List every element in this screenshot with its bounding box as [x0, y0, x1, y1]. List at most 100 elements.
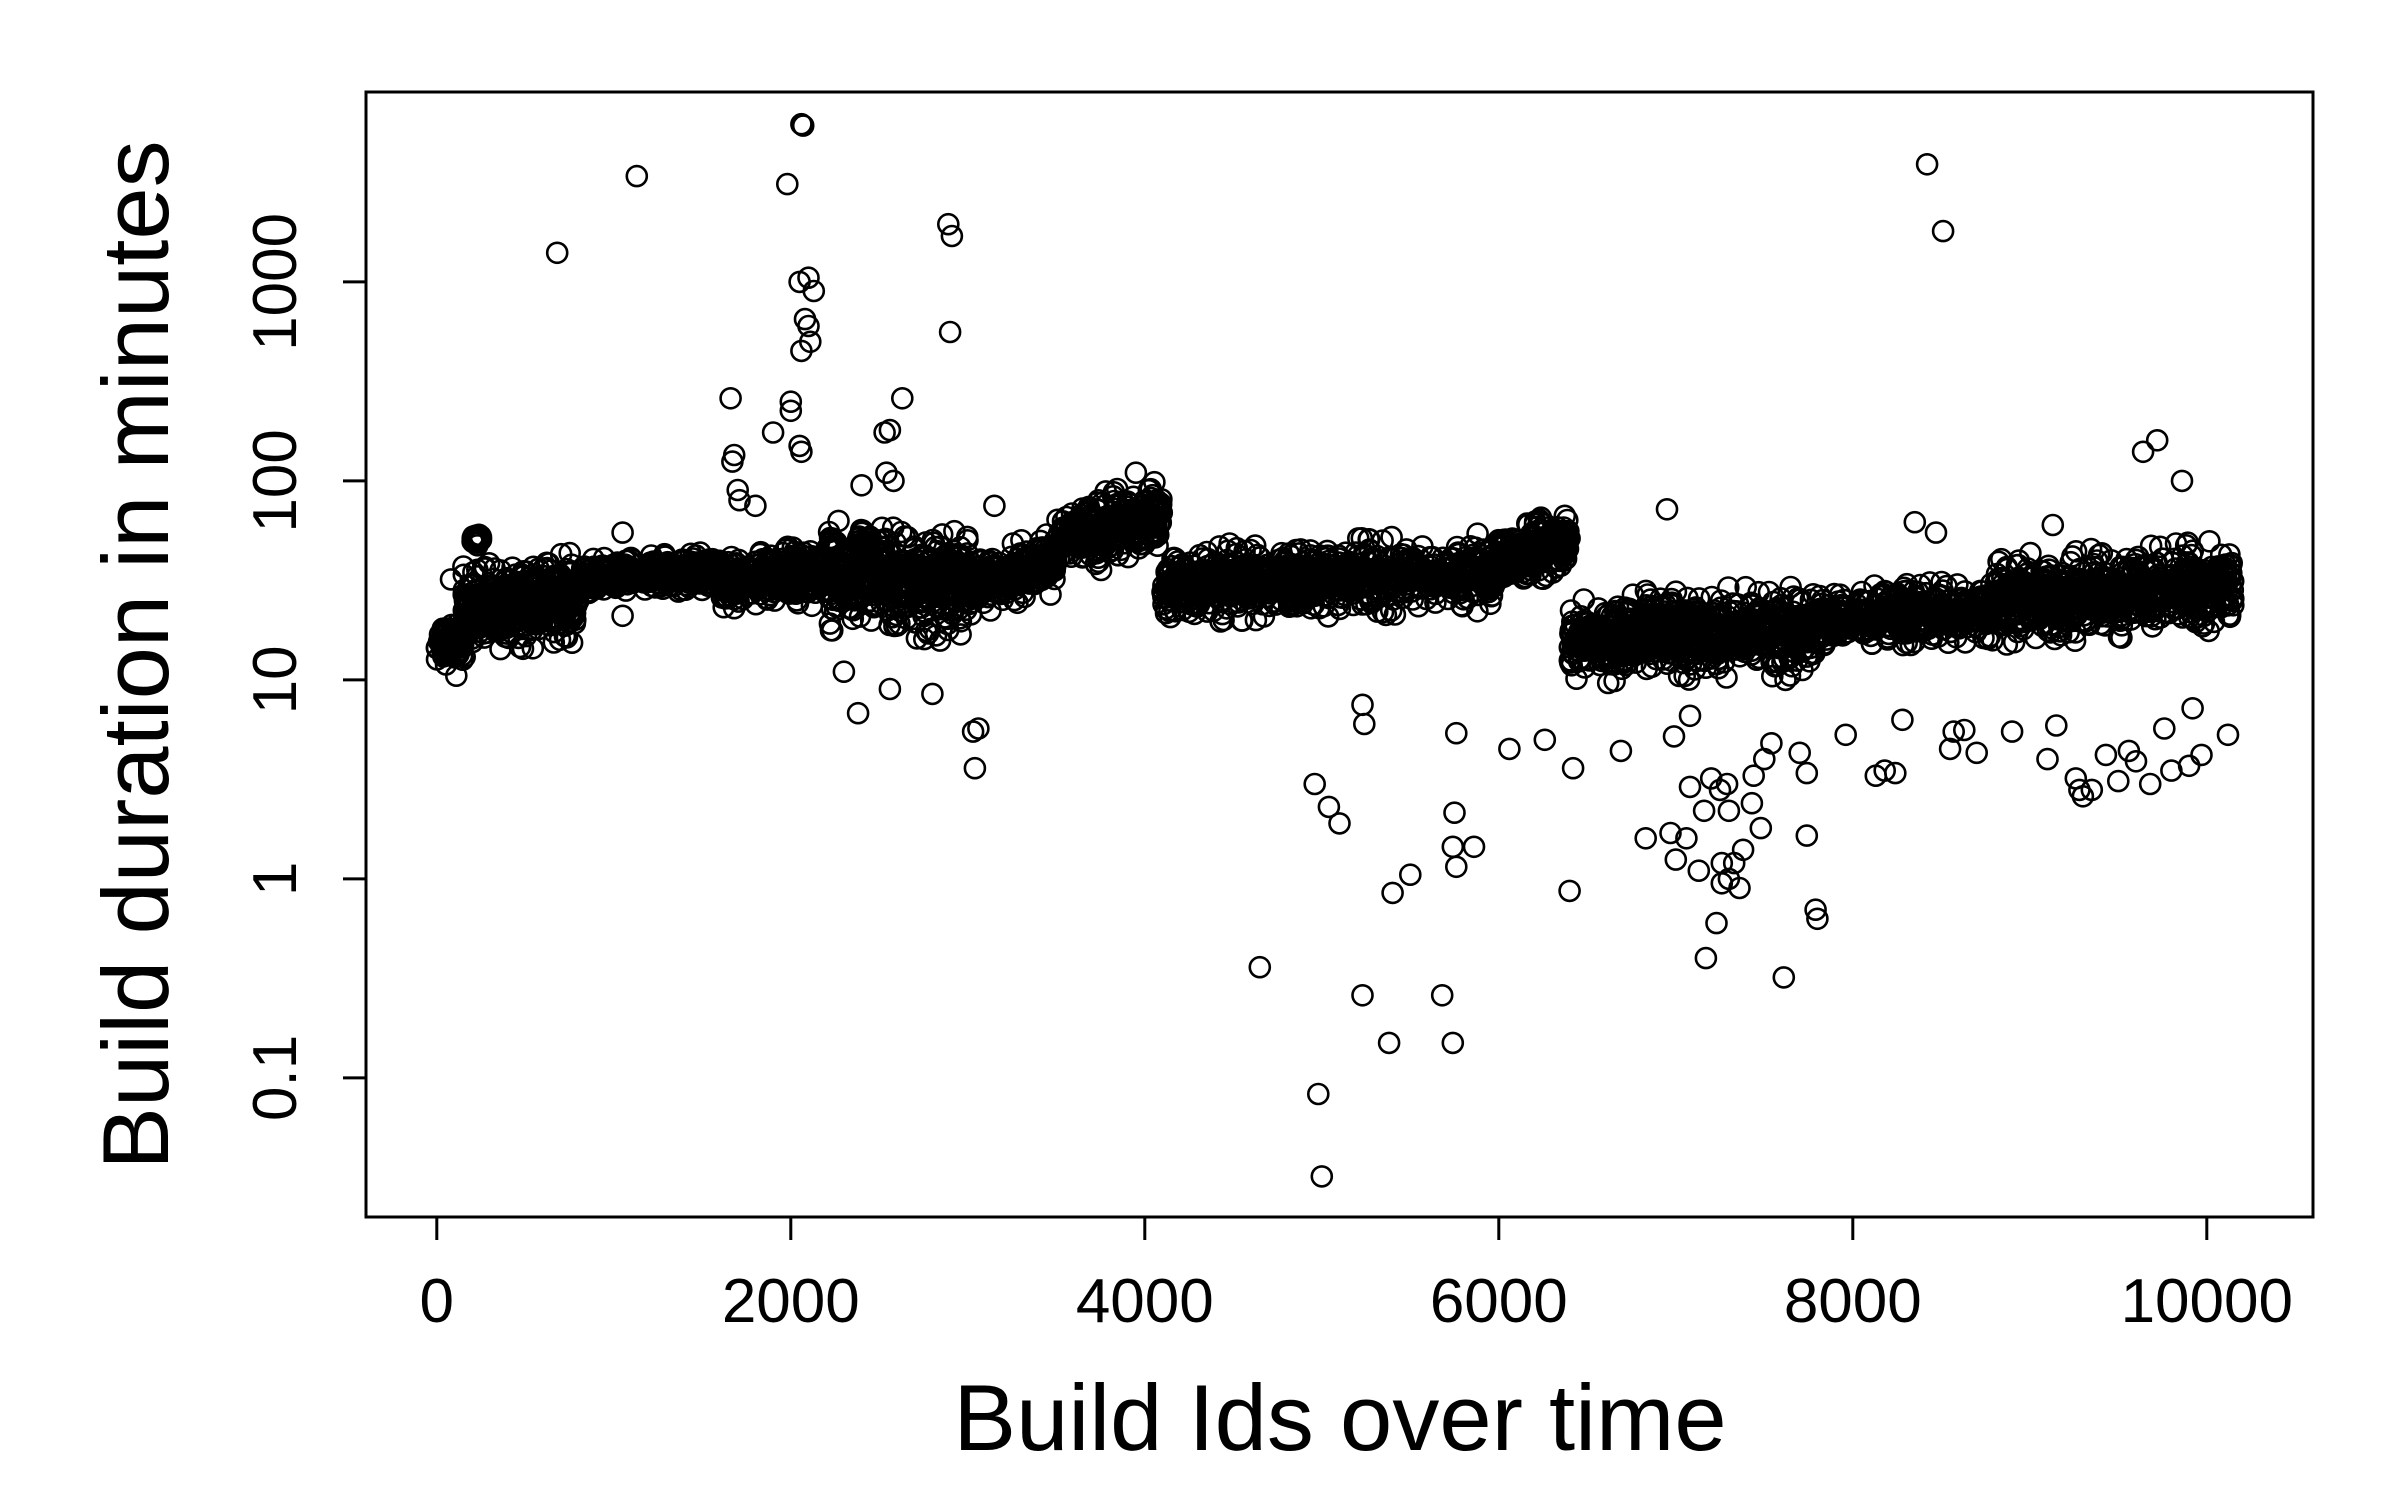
data-point-2918: [1328, 579, 1352, 602]
data-point-2956: [1221, 583, 1245, 607]
data-point-2957: [1382, 574, 1405, 598]
data-point-2923: [1236, 561, 1259, 585]
data-point-1619: [895, 591, 919, 614]
data-point-4990: [545, 241, 569, 265]
data-point-2950: [1477, 580, 1500, 604]
data-point-2943: [1176, 585, 1199, 608]
data-point-1608: [817, 571, 841, 594]
data-point-1480: [859, 609, 883, 632]
data-point-901: [567, 574, 591, 598]
data-point-2949: [1264, 560, 1288, 584]
data-point-2892: [1331, 555, 1355, 579]
data-point-2163: [1103, 489, 1126, 513]
data-point-1865: [979, 583, 1003, 607]
data-point-923: [631, 567, 655, 591]
data-point-498: [527, 617, 550, 641]
data-point-2913: [1423, 565, 1446, 589]
data-point-478: [545, 579, 569, 602]
data-point-2968: [1349, 552, 1372, 576]
data-point-1860: [988, 562, 1011, 586]
data-point-1596: [843, 588, 866, 612]
data-point-2168: [1124, 497, 1148, 521]
data-point-1625: [842, 539, 866, 563]
data-point-2860: [1264, 593, 1287, 616]
data-point-2904: [1303, 584, 1327, 608]
data-point-502: [561, 606, 585, 629]
data-point-420: [473, 555, 497, 579]
data-point-1618: [893, 562, 917, 585]
data-point-1866: [964, 559, 987, 583]
data-point-1209: [772, 568, 796, 592]
data-point-2951: [1449, 553, 1472, 576]
data-point-2160: [1106, 543, 1130, 567]
data-point-88: [431, 645, 455, 668]
data-point-4991: [625, 164, 649, 188]
data-point-2900: [1285, 594, 1309, 618]
data-point-497: [452, 608, 476, 631]
data-point-2169: [1066, 535, 1090, 559]
data-point-1196: [716, 555, 739, 579]
data-point-1448: [819, 618, 843, 642]
data-point-549: [462, 530, 485, 554]
data-point-1206: [747, 561, 771, 585]
data-point-1611: [850, 532, 874, 556]
data-point-2830: [1335, 552, 1359, 575]
data-point-548: [464, 527, 488, 551]
data-point-1612: [933, 606, 957, 629]
data-point-2952: [1410, 577, 1434, 600]
data-point-501: [516, 595, 540, 618]
data-point-1595: [925, 539, 949, 563]
data-point-89: [438, 640, 462, 664]
data-point-1593: [840, 587, 864, 610]
data-point-2736: [1466, 522, 1489, 546]
data-point-507: [489, 559, 512, 582]
data-point-4992: [775, 172, 799, 196]
data-point-2700: [1208, 535, 1231, 558]
data-point-2916: [1159, 605, 1182, 629]
data-point-2167: [1147, 513, 1171, 537]
data-point-258: [511, 637, 535, 661]
data-point-1599: [868, 546, 892, 570]
data-point-1487: [893, 525, 917, 548]
data-point-2620: [1244, 608, 1268, 632]
data-point-2154: [1062, 510, 1085, 534]
data-point-2955: [1342, 579, 1366, 602]
data-point-383: [462, 560, 485, 584]
data-point-2922: [1287, 542, 1311, 565]
data-point-1863: [1016, 545, 1040, 569]
data-point-1862: [1011, 555, 1035, 579]
data-point-1544: [921, 528, 945, 552]
data-point-1616: [916, 622, 940, 645]
data-point-2677: [1480, 584, 1504, 607]
data-point-493: [521, 591, 545, 615]
data-point-2148: [1109, 503, 1132, 526]
data-point-505: [467, 582, 490, 606]
data-point-1609: [895, 584, 919, 608]
data-point-922: [663, 553, 687, 577]
data-point-419: [560, 631, 584, 655]
data-point-1188: [774, 537, 798, 560]
data-point-2965: [1436, 553, 1460, 577]
data-point-2969: [1170, 578, 1194, 601]
data-point-927: [657, 566, 681, 590]
data-point-2939: [1448, 581, 1472, 605]
data-point-2906: [1353, 575, 1376, 599]
data-point-1628: [873, 583, 897, 607]
data-point-2165: [1078, 509, 1101, 533]
data-point-2930: [1233, 539, 1256, 563]
data-point-1624: [827, 553, 851, 577]
data-point-1851: [1002, 588, 1026, 612]
data-point-462: [532, 557, 556, 580]
data-point-1627: [933, 579, 957, 602]
data-point-2962: [1240, 565, 1263, 589]
data-point-1199: [714, 587, 737, 610]
data-point-1620: [902, 560, 926, 584]
data-point-1615: [871, 543, 895, 566]
data-point-87: [431, 617, 455, 641]
data-point-2876: [1450, 594, 1473, 617]
data-point-2098: [1105, 477, 1129, 501]
data-point-2870: [1321, 571, 1345, 595]
data-point-2966: [1401, 546, 1425, 570]
data-point-1581: [851, 519, 874, 542]
